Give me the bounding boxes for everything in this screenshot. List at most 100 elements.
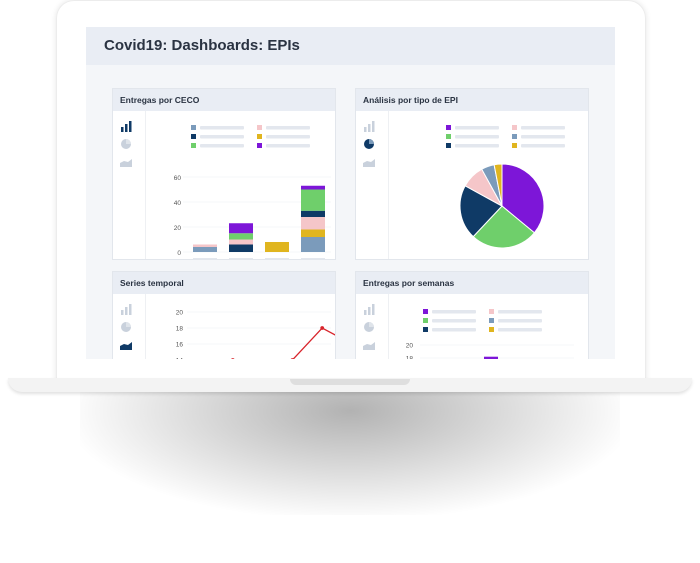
x-tick-label-placeholder — [301, 258, 325, 259]
legend-swatch — [446, 134, 451, 139]
legend-label-placeholder — [266, 144, 310, 148]
laptop-base — [8, 378, 692, 392]
bar-segment — [301, 229, 325, 237]
legend-swatch — [446, 125, 451, 130]
legend-swatch — [191, 143, 196, 148]
legend-label-placeholder — [498, 310, 542, 314]
dashboard-header: Covid19: Dashboards: EPIs — [86, 27, 615, 65]
legend-label-placeholder — [432, 328, 476, 332]
legend-label-placeholder — [455, 135, 499, 139]
pie-chart-icon[interactable] — [120, 321, 132, 333]
legend-label-placeholder — [521, 144, 565, 148]
bar-segment — [229, 233, 253, 240]
data-point — [231, 358, 235, 359]
legend-label-placeholder — [498, 328, 542, 332]
area-chart-icon[interactable] — [363, 339, 375, 351]
bar-segment — [265, 242, 289, 252]
bar-chart-icon[interactable] — [363, 303, 375, 315]
y-tick-label: 14 — [176, 358, 184, 360]
card-title: Análisis por tipo de EPI — [356, 89, 588, 111]
chart-series-temporal: 2018161412 — [176, 310, 335, 360]
pie-slice — [501, 163, 545, 234]
card-entregas-semanas: Entregas por semanas 20 18 — [355, 271, 589, 359]
data-point — [290, 358, 295, 359]
bar-chart-icon[interactable] — [120, 303, 132, 315]
bar-segment — [301, 217, 325, 230]
legend-label-placeholder — [266, 126, 310, 130]
y-tick-label: 60 — [174, 175, 182, 182]
laptop-shadow — [80, 385, 620, 515]
series-line — [292, 327, 335, 359]
bar-segment — [229, 239, 253, 245]
legend-swatch — [512, 134, 517, 139]
y-tick-label: 20 — [176, 310, 184, 317]
card-series-temporal: Series temporal 2018161412 — [112, 271, 336, 359]
legend-swatch — [191, 134, 196, 139]
area-chart-icon[interactable] — [120, 339, 132, 351]
card-entregas-ceco: Entregas por CECO 0 20 40 60 — [112, 88, 336, 260]
card-title: Series temporal — [113, 272, 335, 294]
pie-slice — [472, 205, 536, 249]
chart-entregas-ceco: 0 20 40 60 — [174, 125, 331, 259]
legend-swatch — [423, 327, 428, 332]
chart-analisis-epi — [446, 125, 565, 249]
pie-chart-icon[interactable] — [120, 138, 132, 150]
pie-slice — [459, 185, 503, 238]
legend-label-placeholder — [200, 144, 244, 148]
legend-label-placeholder — [455, 126, 499, 130]
y-tick-label: 20 — [174, 225, 182, 232]
pie-slice — [493, 163, 503, 207]
card-title: Entregas por semanas — [356, 272, 588, 294]
laptop-screen: Covid19: Dashboards: EPIs Entregas por C… — [86, 27, 615, 359]
legend-swatch — [489, 318, 494, 323]
legend-label-placeholder — [432, 319, 476, 323]
bar-segment — [193, 247, 217, 252]
legend-label-placeholder — [455, 144, 499, 148]
legend-swatch — [423, 318, 428, 323]
y-tick-label: 0 — [177, 250, 181, 257]
y-tick-label: 16 — [176, 342, 184, 349]
x-tick-label-placeholder — [193, 258, 217, 259]
area-chart-icon[interactable] — [363, 156, 375, 168]
legend-label-placeholder — [432, 310, 476, 314]
x-tick-label-placeholder — [265, 258, 289, 259]
pie-chart-icon[interactable] — [363, 138, 375, 150]
chart-type-selector — [356, 294, 389, 359]
bar-chart-icon[interactable] — [120, 120, 132, 132]
legend-swatch — [191, 125, 196, 130]
bar-segment — [301, 189, 325, 211]
chart-type-selector — [356, 111, 389, 259]
chart-type-selector — [113, 294, 146, 359]
legend-swatch — [257, 125, 262, 130]
data-point — [320, 326, 325, 330]
y-tick-label: 18 — [406, 356, 414, 360]
area-chart-icon[interactable] — [120, 156, 132, 168]
y-tick-label: 20 — [406, 343, 414, 350]
pie-chart-icon[interactable] — [363, 321, 375, 333]
legend-label-placeholder — [200, 126, 244, 130]
legend-label-placeholder — [200, 135, 244, 139]
legend-swatch — [489, 309, 494, 314]
bar-segment — [484, 356, 498, 359]
card-analisis-epi: Análisis por tipo de EPI — [355, 88, 589, 260]
legend-label-placeholder — [521, 135, 565, 139]
legend-swatch — [446, 143, 451, 148]
bar-segment — [193, 244, 217, 247]
legend-swatch — [257, 143, 262, 148]
bar-segment — [229, 223, 253, 234]
legend-swatch — [257, 134, 262, 139]
chart-type-selector — [113, 111, 146, 259]
x-tick-label-placeholder — [229, 258, 253, 259]
card-title: Entregas por CECO — [113, 89, 335, 111]
legend-swatch — [512, 125, 517, 130]
legend-swatch — [489, 327, 494, 332]
page-title: Covid19: Dashboards: EPIs — [104, 37, 300, 54]
laptop-notch — [290, 379, 410, 385]
y-tick-label: 40 — [174, 200, 182, 207]
bar-chart-icon[interactable] — [363, 120, 375, 132]
bar-segment — [301, 185, 325, 190]
legend-label-placeholder — [498, 319, 542, 323]
legend-swatch — [423, 309, 428, 314]
dashboard-content: Entregas por CECO 0 20 40 60 Análisis por t… — [86, 65, 615, 359]
bar-segment — [301, 237, 325, 252]
